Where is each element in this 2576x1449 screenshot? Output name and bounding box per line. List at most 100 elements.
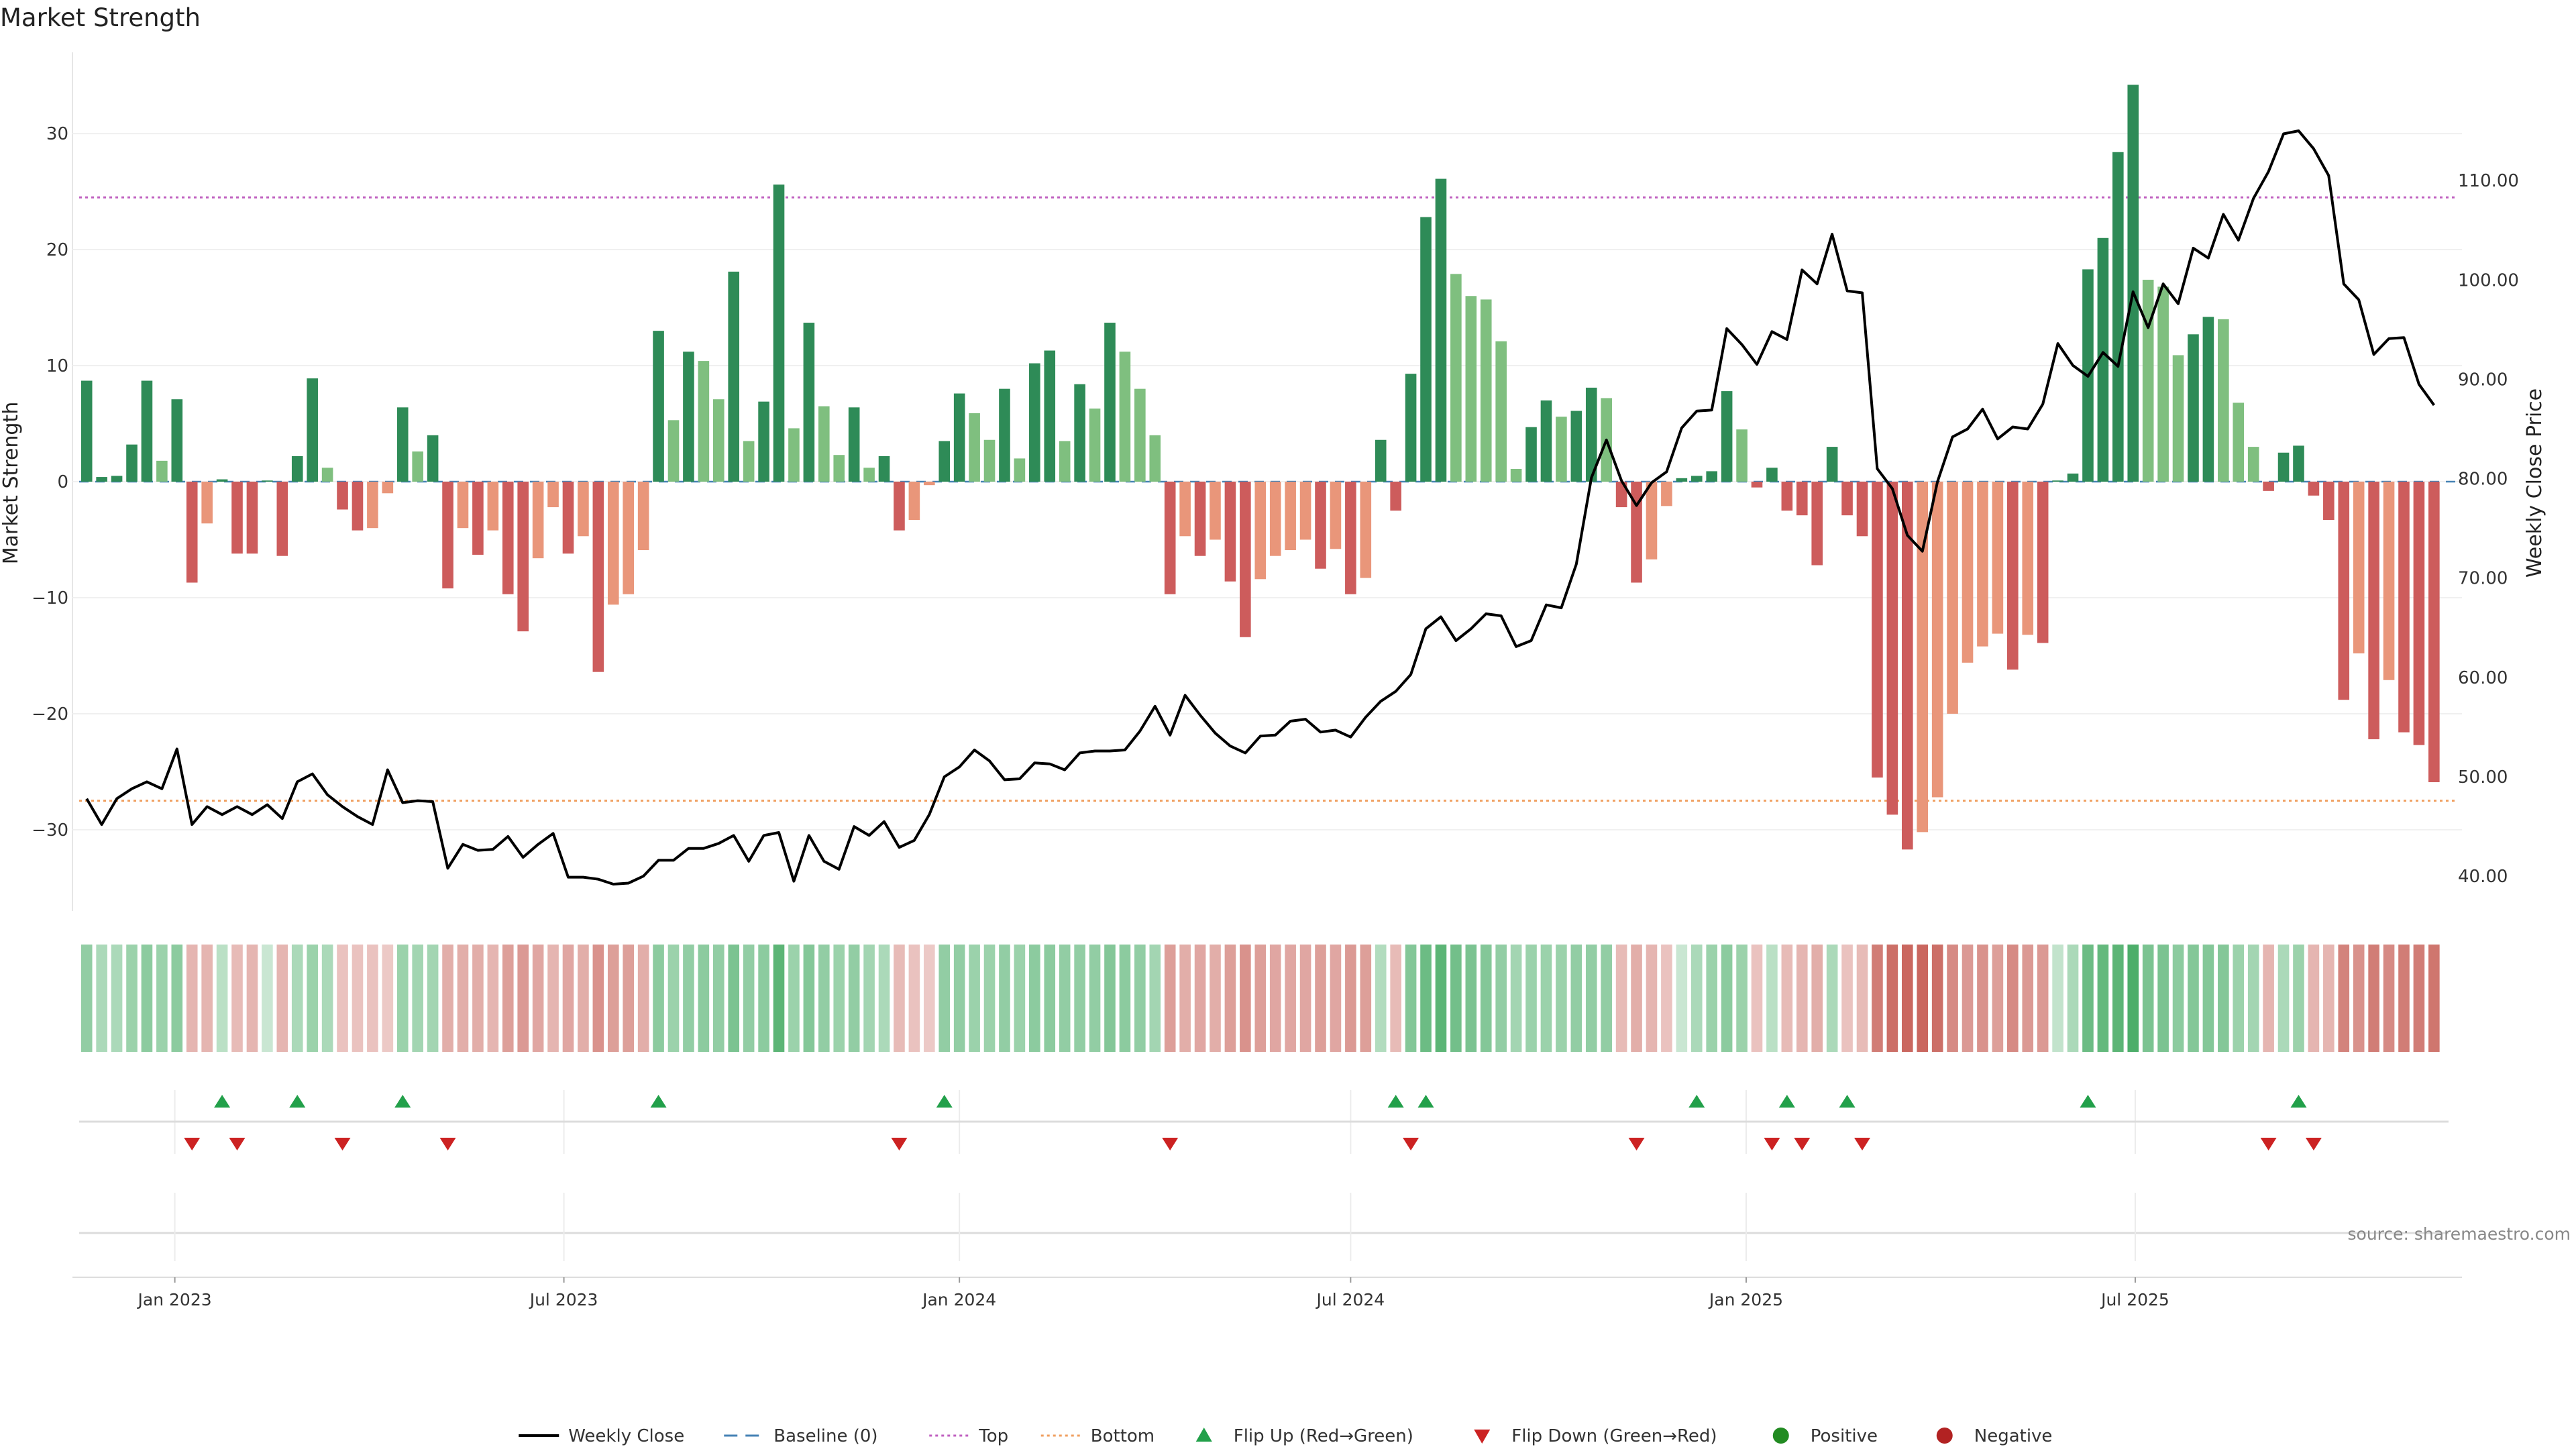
strength-bar — [1285, 482, 1296, 551]
strength-bar — [1119, 352, 1131, 482]
legend-label: Top — [978, 1426, 1008, 1446]
strength-bar — [262, 480, 273, 482]
strength-bar — [2247, 447, 2259, 482]
heat-cell — [186, 945, 198, 1052]
x-tick-label: Jul 2023 — [529, 1290, 598, 1309]
strength-bar — [1269, 482, 1281, 556]
strength-bar — [1690, 476, 1703, 482]
x-tick-label: Jan 2024 — [921, 1290, 996, 1309]
flip-up-marker — [2080, 1095, 2096, 1108]
strength-bar — [1872, 482, 1883, 778]
flip-down-marker — [229, 1138, 246, 1150]
heat-cell — [1585, 945, 1597, 1052]
heat-cell — [1886, 945, 1898, 1052]
strength-bar — [1917, 482, 1929, 833]
heat-cell — [201, 945, 213, 1052]
strength-bar — [412, 451, 423, 482]
strength-bar — [2052, 480, 2063, 482]
flip-up-marker — [2290, 1095, 2307, 1108]
strength-bar — [848, 407, 860, 482]
strength-bar — [1736, 429, 1748, 482]
heat-cell — [352, 945, 364, 1052]
strength-bar — [2097, 237, 2109, 482]
heat-cell — [2188, 945, 2199, 1052]
legend-triangle-up-icon — [1195, 1428, 1212, 1442]
strength-bar — [683, 352, 694, 482]
strength-bar — [2127, 85, 2139, 482]
heat-cell — [683, 945, 694, 1052]
weekly-close-line — [85, 129, 2436, 885]
heat-cell — [1615, 945, 1627, 1052]
flip-down-marker — [334, 1138, 351, 1150]
strength-bar — [2338, 482, 2350, 700]
heat-cell — [2398, 945, 2410, 1052]
strength-bar — [1962, 482, 1974, 663]
strength-bar — [1615, 482, 1627, 508]
heat-cell — [1285, 945, 1296, 1052]
flip-up-marker — [1839, 1095, 1856, 1108]
strength-bar — [427, 435, 439, 482]
strength-bar — [1044, 350, 1056, 482]
flip-down-marker — [439, 1138, 456, 1150]
flip-up-marker — [289, 1095, 306, 1108]
strength-bar — [321, 468, 333, 482]
strength-bar — [863, 468, 875, 482]
y-left-tick-label: −30 — [32, 820, 68, 841]
strength-bar — [472, 482, 484, 555]
heat-cell — [262, 945, 273, 1052]
heat-cell — [712, 945, 724, 1052]
strength-bar — [171, 399, 183, 482]
strength-bar — [1405, 374, 1417, 482]
heat-cell — [291, 945, 303, 1052]
heat-cell — [803, 945, 815, 1052]
strength-bar — [1841, 482, 1853, 516]
strength-bar — [1059, 441, 1071, 482]
heat-cell — [1420, 945, 1432, 1052]
strength-bar — [1194, 482, 1206, 556]
heat-cell — [1345, 945, 1356, 1052]
strength-bar — [1510, 468, 1522, 482]
heat-cell — [126, 945, 138, 1052]
heat-cell — [908, 945, 920, 1052]
strength-bar — [983, 439, 996, 482]
strength-bar — [2112, 152, 2124, 482]
heat-cell — [1736, 945, 1748, 1052]
strength-bar — [1089, 409, 1101, 482]
strength-bar — [231, 482, 243, 554]
strength-bar — [1886, 482, 1898, 815]
heat-cell — [216, 945, 228, 1052]
strength-bar — [2233, 402, 2245, 482]
heat-cell — [1826, 945, 1838, 1052]
strength-bar — [743, 441, 755, 482]
strength-bar — [2172, 355, 2184, 482]
y-right-tick-label: 110.00 — [2458, 171, 2519, 191]
legend-item: Positive — [1772, 1426, 1878, 1446]
strength-bar — [547, 482, 559, 508]
heat-cell — [1721, 945, 1733, 1052]
strength-bars — [80, 85, 2440, 850]
heat-cell — [427, 945, 439, 1052]
heat-cell — [2353, 945, 2365, 1052]
heat-cell — [1631, 945, 1642, 1052]
y-right-axis-label: Weekly Close Price — [2523, 388, 2546, 578]
strength-bar — [2293, 445, 2304, 482]
heat-cell — [80, 945, 93, 1052]
heat-cell — [743, 945, 755, 1052]
strength-bar — [1706, 471, 1717, 482]
heat-cell — [2263, 945, 2274, 1052]
heat-cell — [276, 945, 288, 1052]
y-left-tick-label: 0 — [57, 472, 68, 492]
legend-item: Flip Up (Red→Green) — [1195, 1426, 1413, 1446]
heat-cell — [382, 945, 394, 1052]
strength-bar — [1210, 482, 1221, 540]
strength-bar — [337, 482, 348, 510]
y-left-tick-label: 30 — [46, 124, 68, 144]
strength-bar — [1420, 217, 1432, 482]
strength-bar — [1781, 482, 1793, 511]
strength-bar — [712, 399, 724, 482]
flip-down-marker — [1764, 1138, 1780, 1150]
y-left-ticks: −30 −20 −10 0 10 20 30 — [32, 124, 68, 841]
heat-cell — [983, 945, 996, 1052]
heat-cell — [653, 945, 664, 1052]
flip-up-marker — [1688, 1095, 1705, 1108]
